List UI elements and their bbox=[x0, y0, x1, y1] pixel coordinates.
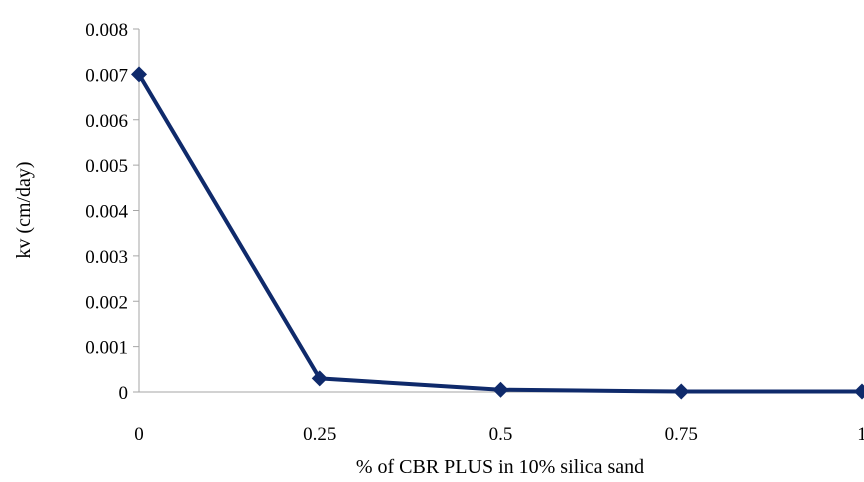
data-point bbox=[311, 370, 328, 387]
x-tick-label: 1 bbox=[857, 424, 864, 445]
x-tick-label: 0 bbox=[134, 424, 144, 445]
data-point bbox=[131, 66, 147, 83]
y-tick-label: 0.005 bbox=[85, 156, 128, 177]
y-tick-label: 0.004 bbox=[85, 202, 128, 223]
y-axis-ticks: 0 0.001 0.002 0.003 0.004 0.005 0.006 0.007 0.00… bbox=[85, 20, 139, 404]
x-tick-label: 0.75 bbox=[665, 424, 698, 445]
y-tick-label: 0.008 bbox=[85, 20, 128, 41]
y-tick-label: 0.003 bbox=[85, 247, 128, 268]
series-markers bbox=[131, 66, 864, 400]
y-tick-label: 0.002 bbox=[85, 292, 128, 313]
data-point bbox=[854, 383, 864, 400]
y-tick-label: 0.001 bbox=[85, 338, 128, 359]
x-tick-label: 0.25 bbox=[303, 424, 336, 445]
data-point bbox=[673, 383, 690, 400]
series-line bbox=[137, 73, 862, 394]
x-tick-label: 0.5 bbox=[489, 424, 513, 445]
x-axis-ticks: 0 0.25 0.5 0.75 1 bbox=[134, 424, 864, 445]
x-axis-title: % of CBR PLUS in 10% silica sand bbox=[356, 456, 644, 478]
data-point bbox=[492, 381, 509, 398]
y-tick-label: 0.007 bbox=[85, 65, 128, 86]
y-tick-label: 0.006 bbox=[85, 111, 128, 132]
y-tick-label: 0 bbox=[119, 383, 129, 404]
y-axis-title: kv (cm/day) bbox=[13, 161, 35, 258]
